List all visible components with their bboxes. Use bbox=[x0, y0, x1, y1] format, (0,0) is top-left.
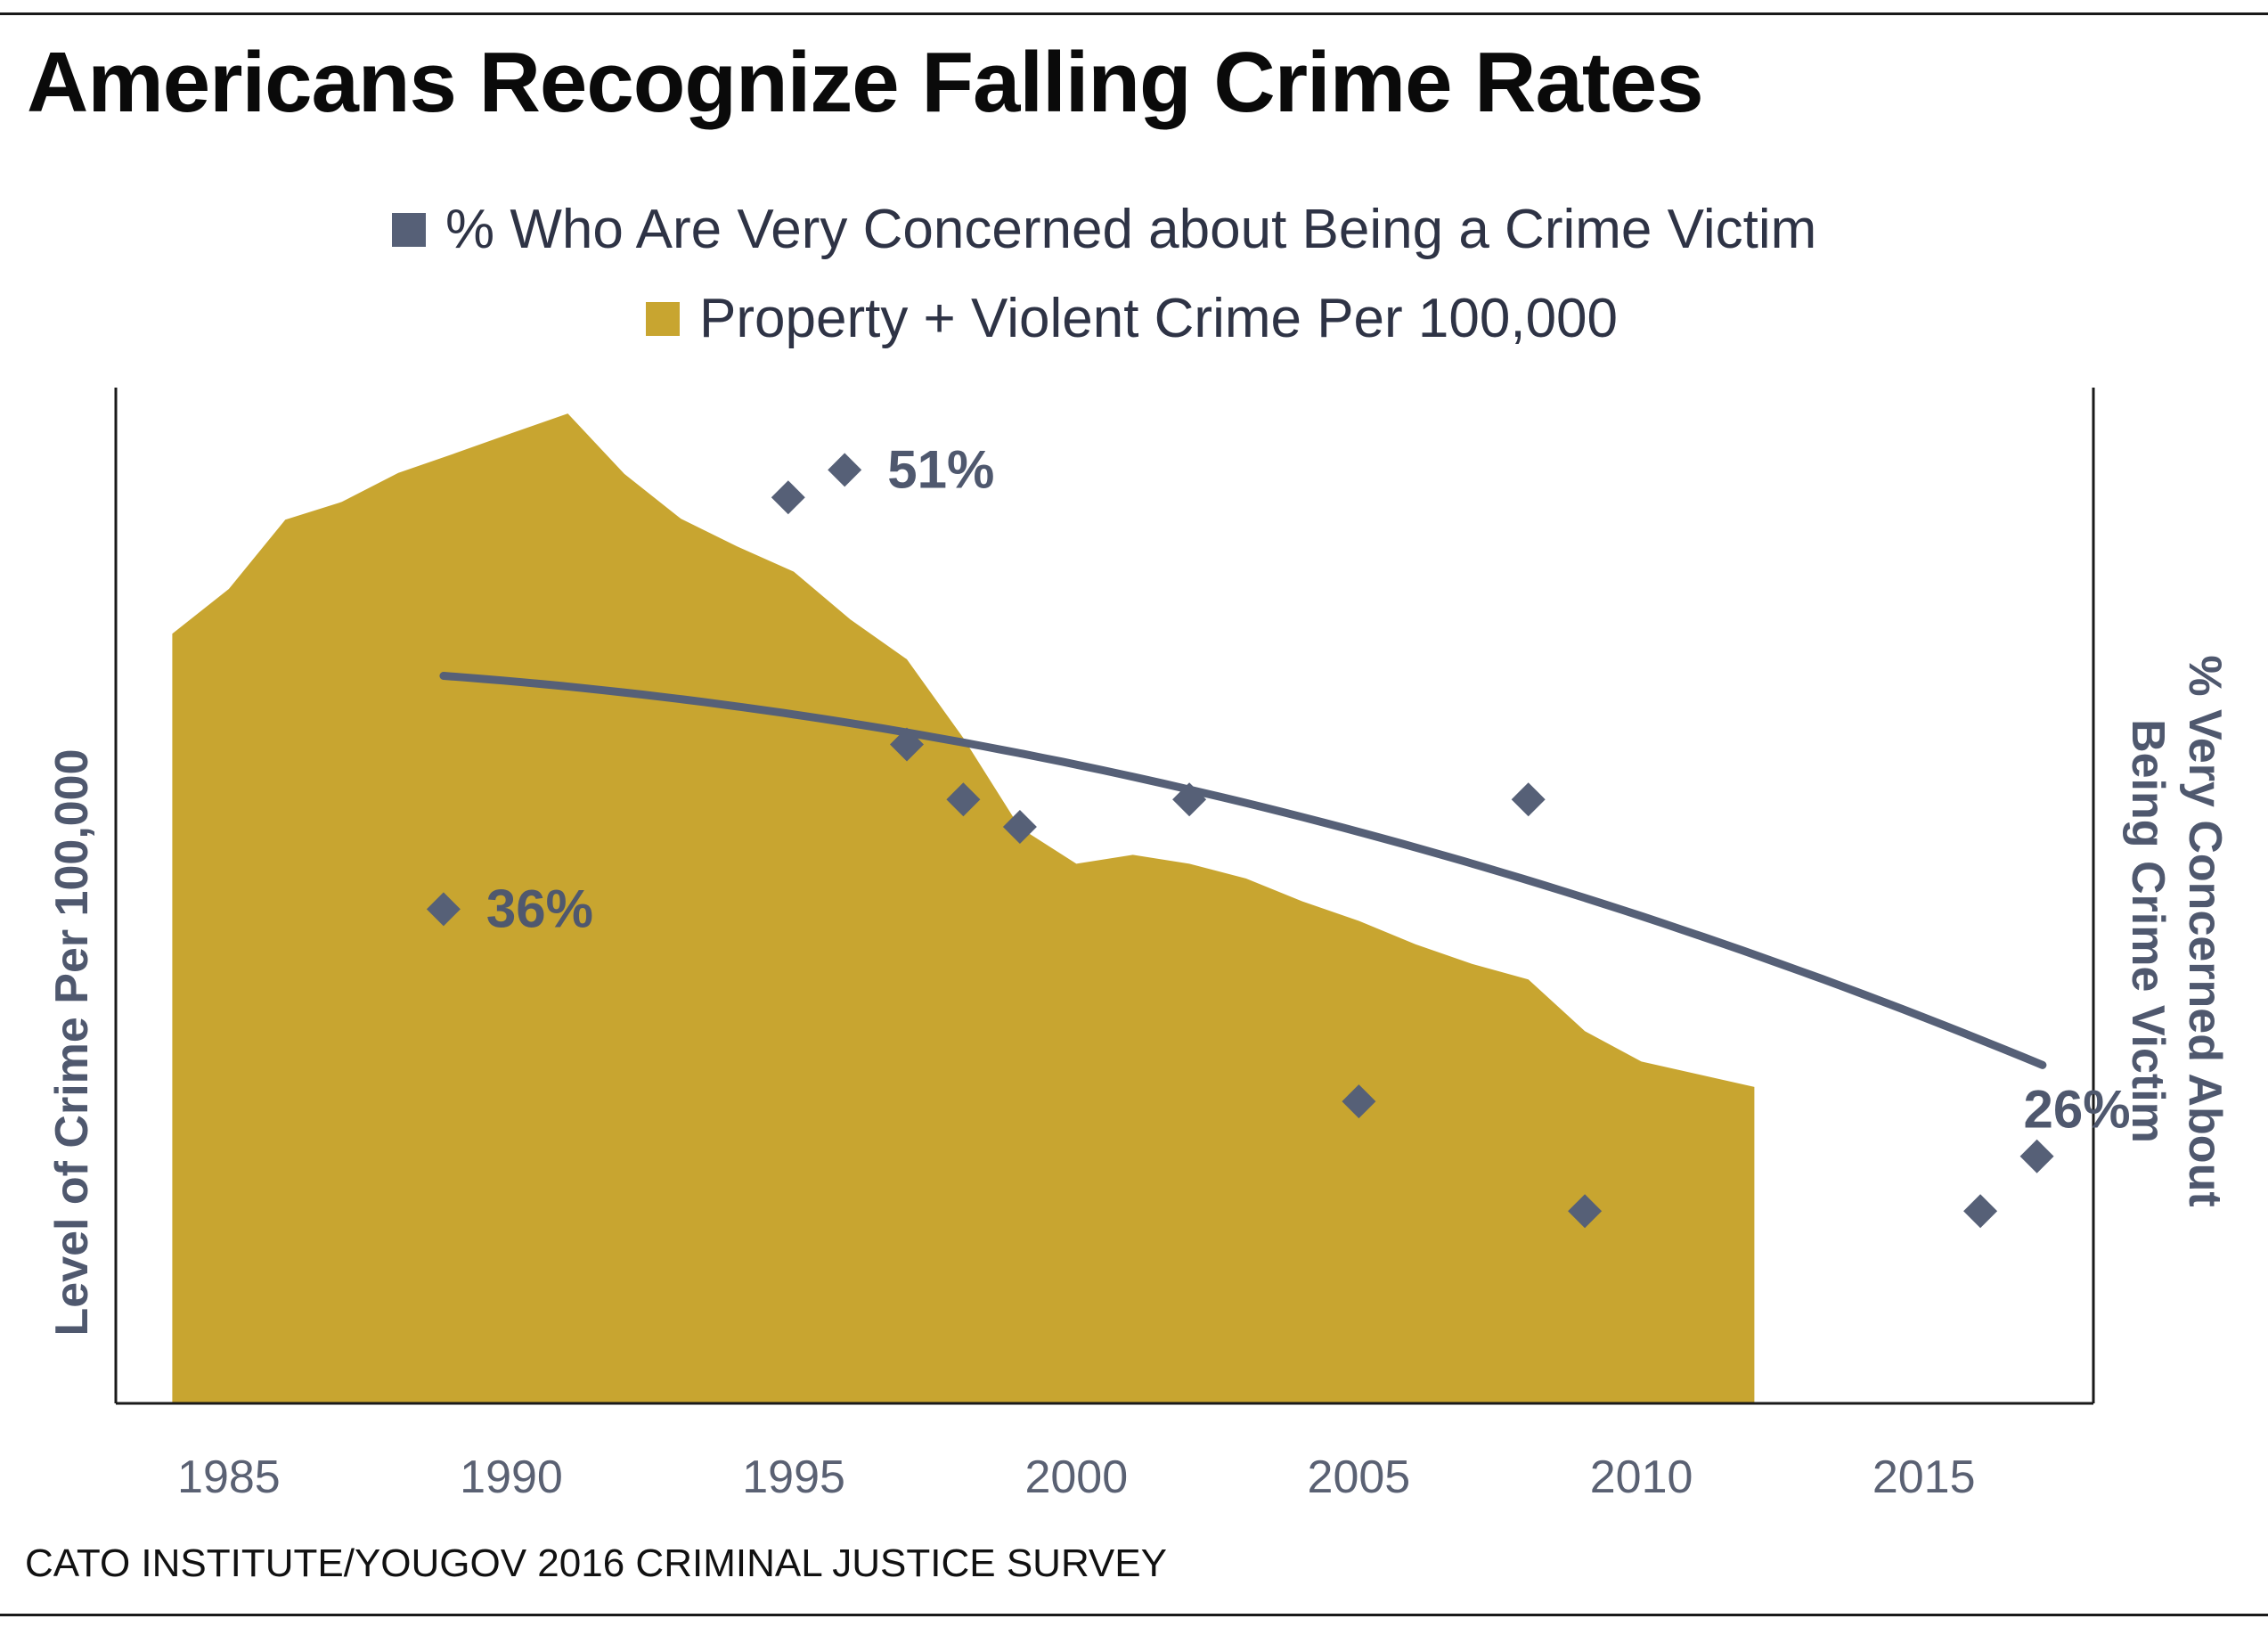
concern-point-6 bbox=[1002, 810, 1037, 844]
concern-point-10 bbox=[1568, 1194, 1603, 1229]
x-tick-label-2010: 2010 bbox=[1590, 1451, 1693, 1503]
top-rule bbox=[0, 12, 2268, 15]
bottom-rule bbox=[0, 1614, 2268, 1616]
data-label-36pct: 36% bbox=[486, 879, 593, 938]
x-tick-label-2000: 2000 bbox=[1024, 1451, 1128, 1503]
x-tick-label-2005: 2005 bbox=[1308, 1451, 1411, 1503]
concern-point-2 bbox=[771, 480, 805, 515]
source-note: CATO INSTITUTE/YOUGOV 2016 CRIMINAL JUST… bbox=[25, 1541, 1167, 1585]
legend-label-concern: % Who Are Very Concerned about Being a C… bbox=[445, 199, 1817, 260]
data-label-51pct: 51% bbox=[887, 439, 994, 499]
x-tick-label-1990: 1990 bbox=[460, 1451, 563, 1503]
concern-point-1 bbox=[426, 892, 461, 927]
legend-item-concern: % Who Are Very Concerned about Being a C… bbox=[392, 198, 1816, 261]
concern-point-3 bbox=[828, 453, 862, 487]
legend-swatch-concern bbox=[392, 212, 426, 247]
concern-point-7 bbox=[1172, 782, 1207, 817]
crime-area bbox=[172, 413, 1755, 1404]
concern-point-8 bbox=[1342, 1084, 1376, 1119]
concern-point-9 bbox=[1511, 782, 1546, 817]
data-label-26pct: 26% bbox=[2024, 1080, 2131, 1140]
concern-point-4 bbox=[890, 727, 924, 762]
chart-title: Americans Recognize Falling Crime Rates bbox=[27, 35, 1704, 130]
legend-item-crime: Property + Violent Crime Per 100,000 bbox=[646, 287, 1618, 350]
x-tick-label-2015: 2015 bbox=[1872, 1451, 1976, 1503]
concern-trend-line bbox=[439, 672, 2047, 1069]
right-axis-title-line2: Being Crime Victim bbox=[2122, 719, 2174, 1143]
right-axis-title-line1: % Very Concerned About bbox=[2179, 655, 2231, 1206]
left-axis-title: Level of Crime Per 100,000 bbox=[46, 748, 98, 1336]
concern-point-11 bbox=[1963, 1194, 1998, 1229]
concern-point-12 bbox=[2019, 1139, 2054, 1173]
x-tick-label-1995: 1995 bbox=[742, 1451, 845, 1503]
legend-label-crime: Property + Violent Crime Per 100,000 bbox=[699, 288, 1619, 349]
legend-swatch-crime bbox=[646, 301, 680, 336]
concern-point-5 bbox=[946, 782, 981, 817]
x-tick-label-1985: 1985 bbox=[177, 1451, 281, 1503]
